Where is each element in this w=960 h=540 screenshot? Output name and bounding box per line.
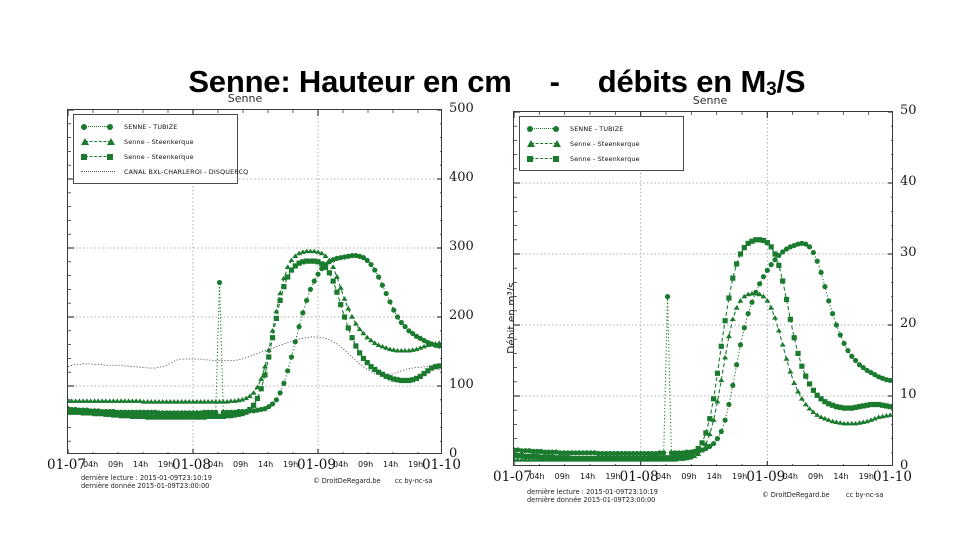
y-tick-label: 20 xyxy=(900,316,917,331)
y-tick-label: 0 xyxy=(900,458,909,473)
plot-canvas-hauteur xyxy=(68,110,441,453)
legend-item[interactable]: CANAL BXL-CHARLEROI - DISQUERCQ xyxy=(79,164,248,179)
y-tick-label: 50 xyxy=(900,103,917,118)
x-tick-label-minor: 14h xyxy=(580,472,596,481)
chart-title-debit: Senne xyxy=(692,94,728,107)
legend-debit[interactable]: SENNE - TUBIZE Senne - Steenkerque Senne -… xyxy=(519,116,684,171)
legend-item[interactable]: SENNE - TUBIZE xyxy=(79,119,232,134)
legend-marker-circle-icon xyxy=(79,121,117,132)
x-tick-label-major: 01-09 xyxy=(297,457,336,473)
page-title-part2-sub: 3 xyxy=(766,79,777,100)
chart-title-hauteur: Senne xyxy=(227,92,263,105)
footer-reading-right: dernière lecture : 2015-01-09T23:10:19 xyxy=(527,488,658,496)
y-tick-label: 0 xyxy=(449,446,458,461)
x-tick-label-major: 01-07 xyxy=(493,469,532,485)
x-tick-label-minor: 19h xyxy=(732,472,748,481)
footer-copyright-left: © DroitDeRegard.be xyxy=(313,477,381,485)
legend-marker-circle-icon xyxy=(525,123,563,134)
page-title-separator: - xyxy=(549,64,560,99)
y-tick-label: 10 xyxy=(900,387,917,402)
page-title-part2-post: /S xyxy=(776,64,806,99)
footer-data-left: dernière donnée 2015-01-09T23:00:00 xyxy=(81,482,210,490)
legend-marker-tri-icon xyxy=(79,136,117,147)
footer-license-left: cc by-nc-sa xyxy=(395,477,433,485)
legend-item-label: Senne - Steenkerque xyxy=(124,152,194,161)
x-tick-label-minor: 04h xyxy=(333,460,349,469)
figure-debit: Senne Débit en m³/s 0 10 20 30 40 50 01-07 04h… xyxy=(490,92,950,512)
x-tick-label-minor: 19h xyxy=(408,460,424,469)
x-tick-label-minor: 14h xyxy=(833,472,849,481)
x-tick-label-major: 01-07 xyxy=(47,457,86,473)
x-tick-label-major: 01-10 xyxy=(873,469,912,485)
x-tick-label-minor: 19h xyxy=(858,472,874,481)
x-tick-label-minor: 04h xyxy=(208,460,224,469)
page-title-part2-pre: débits en M xyxy=(597,64,767,99)
x-tick-label-minor: 19h xyxy=(283,460,299,469)
y-tick-label: 500 xyxy=(449,101,474,116)
x-tick-label-minor: 19h xyxy=(158,460,174,469)
y-tick-label: 300 xyxy=(449,239,474,254)
legend-item[interactable]: Senne - Steenkerque xyxy=(525,151,678,166)
footer-copyright-right: © DroitDeRegard.be xyxy=(762,491,830,499)
x-tick-label-minor: 14h xyxy=(258,460,274,469)
x-tick-label-minor: 09h xyxy=(808,472,824,481)
legend-item[interactable]: Senne - Steenkerque xyxy=(79,149,232,164)
legend-item-label: Senne - Steenkerque xyxy=(570,154,640,163)
x-tick-label-minor: 09h xyxy=(681,472,697,481)
y-tick-label: 200 xyxy=(449,308,474,323)
legend-item-label: SENNE - TUBIZE xyxy=(570,124,624,133)
plot-canvas-debit xyxy=(514,112,892,465)
x-tick-label-minor: 09h xyxy=(108,460,124,469)
x-tick-label-minor: 04h xyxy=(656,472,672,481)
footer-license-right: cc by-nc-sa xyxy=(846,491,884,499)
legend-marker-none-icon xyxy=(79,166,117,177)
legend-marker-square-icon xyxy=(79,151,117,162)
legend-hauteur[interactable]: SENNE - TUBIZE Senne - Steenkerque Senne -… xyxy=(73,114,248,184)
legend-marker-square-icon xyxy=(525,153,563,164)
x-tick-label-major: 01-08 xyxy=(172,457,211,473)
footer-data-right: dernière donnée 2015-01-09T23:00:00 xyxy=(527,496,656,504)
x-tick-label-minor: 19h xyxy=(605,472,621,481)
x-tick-label-minor: 04h xyxy=(529,472,545,481)
legend-item[interactable]: Senne - Steenkerque xyxy=(79,134,232,149)
page-title-part1: Senne: Hauteur en cm xyxy=(188,64,512,99)
y-tick-label: 100 xyxy=(449,377,474,392)
legend-marker-tri-icon xyxy=(525,138,563,149)
legend-item-label: CANAL BXL-CHARLEROI - DISQUERCQ xyxy=(124,167,249,176)
x-tick-label-major: 01-10 xyxy=(422,457,461,473)
y-tick-label: 40 xyxy=(900,174,917,189)
x-tick-label-minor: 04h xyxy=(782,472,798,481)
legend-item-label: Senne - Steenkerque xyxy=(570,139,640,148)
y-tick-label: 400 xyxy=(449,170,474,185)
x-tick-label-minor: 14h xyxy=(133,460,149,469)
x-tick-label-minor: 04h xyxy=(83,460,99,469)
x-tick-label-major: 01-08 xyxy=(619,469,659,485)
footer-reading-left: dernière lecture : 2015-01-09T23:10:19 xyxy=(81,474,212,482)
legend-item-label: Senne - Steenkerque xyxy=(124,137,194,146)
legend-item[interactable]: Senne - Steenkerque xyxy=(525,136,678,151)
page-title: Senne: Hauteur en cm - débits en M3/S xyxy=(0,28,960,137)
y-tick-label: 30 xyxy=(900,245,917,260)
x-tick-label-minor: 09h xyxy=(233,460,249,469)
x-tick-label-minor: 09h xyxy=(358,460,374,469)
x-tick-label-minor: 14h xyxy=(706,472,722,481)
legend-item-label: SENNE - TUBIZE xyxy=(124,122,178,131)
x-tick-label-minor: 14h xyxy=(383,460,399,469)
legend-item[interactable]: SENNE - TUBIZE xyxy=(525,121,678,136)
x-tick-label-minor: 09h xyxy=(554,472,570,481)
x-tick-label-major: 01-09 xyxy=(746,469,786,485)
